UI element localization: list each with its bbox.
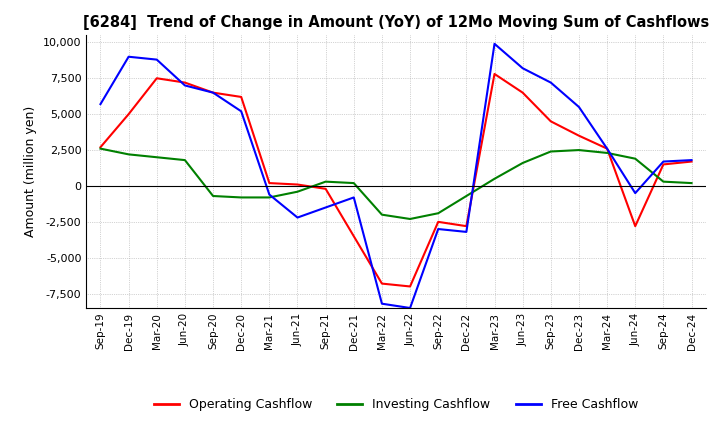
Free Cashflow <box>575 104 583 110</box>
Investing Cashflow <box>575 147 583 153</box>
Free Cashflow <box>181 83 189 88</box>
Investing Cashflow <box>349 180 358 186</box>
Operating Cashflow <box>321 186 330 191</box>
Operating Cashflow <box>265 180 274 186</box>
Y-axis label: Amount (million yen): Amount (million yen) <box>24 106 37 237</box>
Operating Cashflow <box>209 90 217 95</box>
Free Cashflow <box>687 158 696 163</box>
Free Cashflow <box>631 191 639 196</box>
Operating Cashflow <box>377 281 386 286</box>
Operating Cashflow <box>349 234 358 239</box>
Investing Cashflow <box>406 216 415 222</box>
Operating Cashflow <box>181 80 189 85</box>
Free Cashflow <box>96 102 105 107</box>
Operating Cashflow <box>575 133 583 138</box>
Investing Cashflow <box>603 150 611 156</box>
Investing Cashflow <box>434 211 443 216</box>
Free Cashflow <box>462 229 471 235</box>
Free Cashflow <box>434 227 443 232</box>
Line: Free Cashflow: Free Cashflow <box>101 44 691 308</box>
Free Cashflow <box>153 57 161 62</box>
Investing Cashflow <box>96 146 105 151</box>
Free Cashflow <box>377 301 386 306</box>
Investing Cashflow <box>265 195 274 200</box>
Operating Cashflow <box>96 145 105 150</box>
Investing Cashflow <box>659 179 667 184</box>
Free Cashflow <box>293 215 302 220</box>
Investing Cashflow <box>153 154 161 160</box>
Free Cashflow <box>349 195 358 200</box>
Operating Cashflow <box>603 146 611 151</box>
Free Cashflow <box>209 90 217 95</box>
Operating Cashflow <box>631 224 639 229</box>
Operating Cashflow <box>406 284 415 289</box>
Free Cashflow <box>546 80 555 85</box>
Operating Cashflow <box>490 71 499 77</box>
Investing Cashflow <box>546 149 555 154</box>
Operating Cashflow <box>687 159 696 164</box>
Title: [6284]  Trend of Change in Amount (YoY) of 12Mo Moving Sum of Cashflows: [6284] Trend of Change in Amount (YoY) o… <box>83 15 709 30</box>
Operating Cashflow <box>293 182 302 187</box>
Investing Cashflow <box>687 180 696 186</box>
Investing Cashflow <box>377 212 386 217</box>
Operating Cashflow <box>434 219 443 224</box>
Investing Cashflow <box>209 193 217 198</box>
Free Cashflow <box>321 205 330 210</box>
Free Cashflow <box>603 146 611 151</box>
Operating Cashflow <box>462 224 471 229</box>
Free Cashflow <box>518 66 527 71</box>
Line: Operating Cashflow: Operating Cashflow <box>101 74 691 286</box>
Investing Cashflow <box>181 158 189 163</box>
Operating Cashflow <box>546 119 555 124</box>
Operating Cashflow <box>659 162 667 167</box>
Investing Cashflow <box>125 152 133 157</box>
Line: Investing Cashflow: Investing Cashflow <box>101 149 691 219</box>
Operating Cashflow <box>153 76 161 81</box>
Free Cashflow <box>659 159 667 164</box>
Free Cashflow <box>237 109 246 114</box>
Investing Cashflow <box>631 156 639 161</box>
Investing Cashflow <box>321 179 330 184</box>
Operating Cashflow <box>125 111 133 117</box>
Investing Cashflow <box>518 160 527 165</box>
Investing Cashflow <box>490 176 499 181</box>
Operating Cashflow <box>237 94 246 99</box>
Free Cashflow <box>406 305 415 311</box>
Operating Cashflow <box>518 90 527 95</box>
Free Cashflow <box>125 54 133 59</box>
Investing Cashflow <box>293 189 302 194</box>
Free Cashflow <box>265 192 274 197</box>
Legend: Operating Cashflow, Investing Cashflow, Free Cashflow: Operating Cashflow, Investing Cashflow, … <box>149 393 643 416</box>
Free Cashflow <box>490 41 499 47</box>
Investing Cashflow <box>237 195 246 200</box>
Investing Cashflow <box>462 193 471 198</box>
